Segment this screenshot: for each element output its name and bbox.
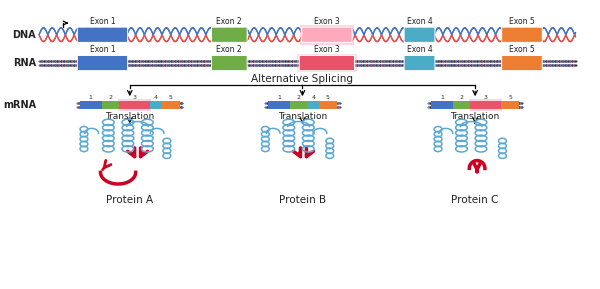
Text: Exon 2: Exon 2 [217, 17, 242, 26]
Text: 5: 5 [169, 95, 173, 100]
FancyBboxPatch shape [502, 27, 542, 42]
Text: mRNA: mRNA [3, 100, 36, 110]
Text: 4: 4 [154, 95, 158, 100]
Text: 2: 2 [460, 95, 463, 100]
Bar [299, 25, 354, 45]
FancyBboxPatch shape [404, 27, 435, 42]
Text: Exon 2: Exon 2 [217, 45, 242, 54]
Text: Exon 4: Exon 4 [407, 17, 433, 26]
FancyBboxPatch shape [211, 27, 247, 42]
Text: 3: 3 [484, 95, 488, 100]
Text: Protein B: Protein B [279, 194, 326, 205]
FancyBboxPatch shape [299, 55, 355, 71]
Bar [470, 101, 502, 109]
Text: 1: 1 [277, 95, 281, 100]
Text: Translation: Translation [105, 112, 154, 121]
Text: Exon 4: Exon 4 [407, 45, 433, 54]
FancyBboxPatch shape [77, 55, 128, 71]
Text: 5: 5 [326, 95, 330, 100]
Text: RNA: RNA [13, 58, 36, 68]
Bar [307, 101, 319, 109]
Text: 3: 3 [133, 95, 137, 100]
Text: Translation: Translation [451, 112, 500, 121]
Bar [431, 101, 452, 109]
Text: Protein A: Protein A [106, 194, 154, 205]
Text: Exon 3: Exon 3 [314, 17, 340, 26]
Text: Exon 5: Exon 5 [509, 17, 535, 26]
Text: 2: 2 [296, 95, 301, 100]
Text: Translation: Translation [278, 112, 327, 121]
Bar [452, 101, 470, 109]
Text: 1: 1 [440, 95, 444, 100]
Bar [502, 101, 519, 109]
Text: Exon 3: Exon 3 [314, 45, 340, 54]
Bar [297, 54, 356, 72]
Bar [118, 99, 151, 111]
Bar [268, 101, 290, 109]
FancyBboxPatch shape [502, 55, 542, 71]
Bar [162, 101, 179, 109]
Text: Exon 1: Exon 1 [89, 45, 115, 54]
Text: 1: 1 [89, 95, 93, 100]
Text: Protein C: Protein C [451, 194, 499, 205]
FancyBboxPatch shape [211, 55, 247, 71]
Bar [150, 101, 162, 109]
Bar [290, 101, 307, 109]
Text: 5: 5 [508, 95, 512, 100]
Bar [101, 101, 119, 109]
FancyBboxPatch shape [404, 55, 435, 71]
Text: 4: 4 [311, 95, 315, 100]
FancyBboxPatch shape [302, 27, 352, 42]
Bar [469, 99, 502, 111]
Bar [80, 101, 101, 109]
Bar [319, 101, 337, 109]
Text: Alternative Splicing: Alternative Splicing [251, 73, 353, 84]
Text: 2: 2 [108, 95, 112, 100]
Text: DNA: DNA [13, 30, 36, 40]
Text: Exon 5: Exon 5 [509, 45, 535, 54]
FancyBboxPatch shape [77, 27, 128, 42]
Text: Exon 1: Exon 1 [89, 17, 115, 26]
Bar [119, 101, 150, 109]
